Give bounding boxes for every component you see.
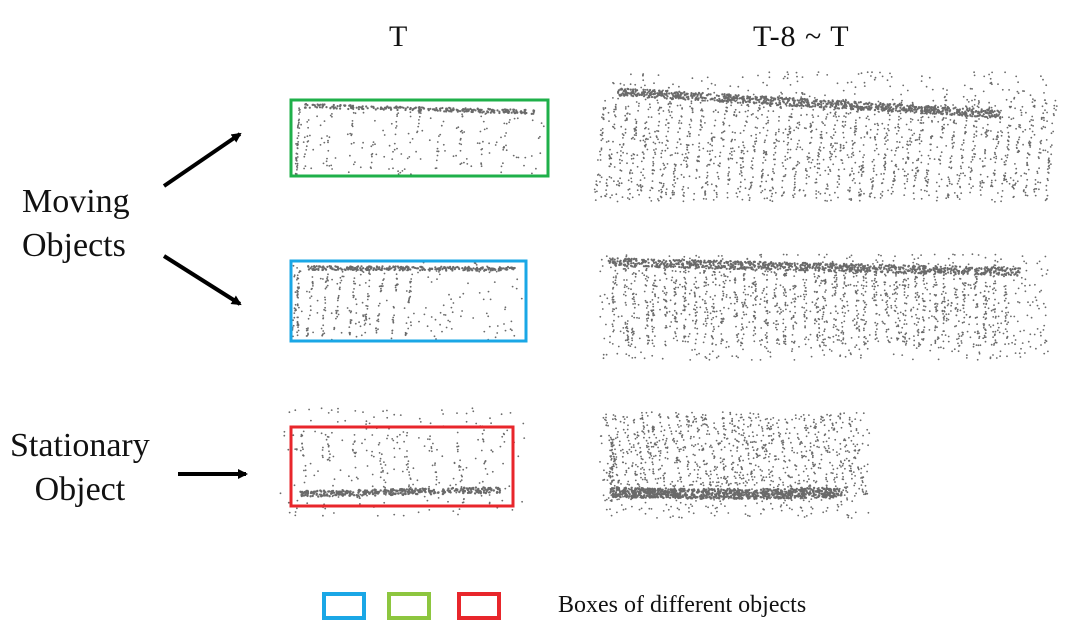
moving-label-line1: Moving bbox=[22, 183, 130, 220]
red-box bbox=[289, 425, 515, 508]
column-header-t8-t: T-8 ~ T bbox=[753, 20, 850, 53]
column-header-t: T bbox=[389, 20, 408, 53]
legend-blue-box bbox=[322, 592, 366, 620]
green-box bbox=[289, 98, 550, 178]
point-cloud-points bbox=[279, 71, 1058, 519]
stationary-label-line1: Stationary bbox=[10, 427, 150, 464]
stationary-object-label: Stationary Object bbox=[10, 424, 150, 512]
moving-label-line2: Objects bbox=[22, 227, 126, 264]
stationary-label-line2: Object bbox=[34, 471, 126, 508]
legend-text: Boxes of different objects bbox=[558, 592, 807, 618]
arrow-to-green-box bbox=[162, 132, 242, 188]
legend-green-box bbox=[387, 592, 431, 620]
arrow-to-blue-box bbox=[162, 254, 242, 306]
legend-red-box bbox=[457, 592, 501, 620]
blue-box bbox=[289, 259, 528, 343]
moving-objects-label: Moving Objects bbox=[22, 180, 130, 268]
